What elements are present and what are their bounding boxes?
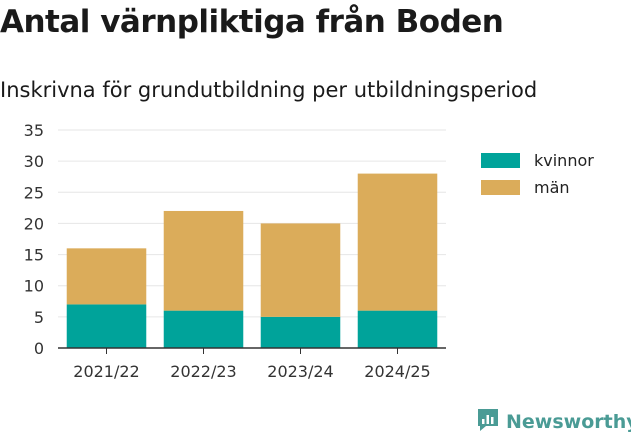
y-tick-label: 30 [24,152,44,171]
y-tick-label: 25 [24,183,44,202]
y-axis-ticks: 0 5 10 15 20 25 30 35 [24,121,44,358]
legend-label-man: män [534,178,570,197]
bar-kvinnor-1 [163,310,244,348]
newsworthy-logo-icon [476,407,500,437]
y-tick-label: 35 [24,121,44,140]
x-axis-ticks: 2021/22 2022/23 2023/24 2024/25 [73,348,431,381]
y-tick-label: 20 [24,214,44,233]
bar-man-2 [260,223,341,317]
y-tick-label: 0 [34,339,44,358]
y-tick-label: 15 [24,246,44,265]
x-tick-label: 2023/24 [267,362,333,381]
bar-kvinnor-3 [357,310,438,348]
legend: kvinnor män [481,147,594,201]
x-tick-label: 2024/25 [364,362,430,381]
brand-logo[interactable]: Newsworthy [476,407,631,437]
legend-swatch-man [481,180,520,195]
y-tick-label: 10 [24,277,44,296]
legend-swatch-kvinnor [481,153,520,168]
brand-name: Newsworthy [506,411,631,433]
x-tick-label: 2022/23 [170,362,236,381]
chart-subtitle: Inskrivna för grundutbildning per utbild… [0,78,538,102]
bars [66,173,438,348]
bar-kvinnor-0 [66,304,147,348]
legend-item-kvinnor: kvinnor [481,147,594,174]
legend-label-kvinnor: kvinnor [534,151,594,170]
legend-item-man: män [481,174,594,201]
bar-man-0 [66,248,147,305]
x-tick-label: 2021/22 [73,362,139,381]
bar-man-1 [163,210,244,311]
y-tick-label: 5 [34,308,44,327]
chart-title: Antal värnpliktiga från Boden [0,4,504,40]
bar-kvinnor-2 [260,316,341,348]
bar-man-3 [357,173,438,311]
